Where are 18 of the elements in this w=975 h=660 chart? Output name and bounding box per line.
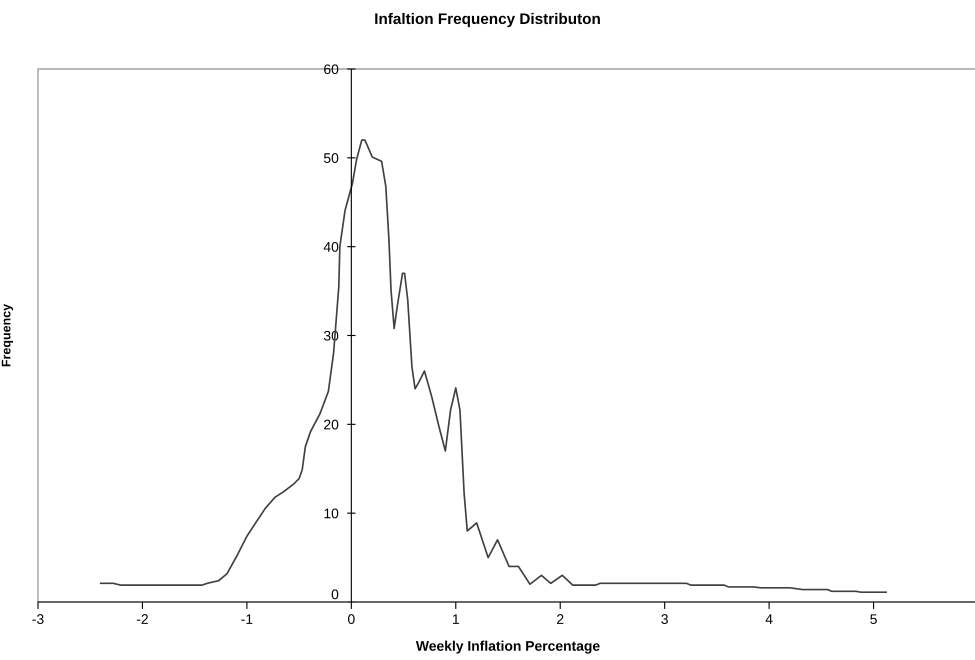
x-tick-label: -1 xyxy=(241,614,252,624)
y-tick-label: 40 xyxy=(324,242,338,252)
y-tick-label: 50 xyxy=(324,153,338,164)
y-axis-title: Frequency xyxy=(2,304,13,366)
x-tick-label: 0 xyxy=(348,614,355,624)
x-tick-label: 3 xyxy=(661,614,668,624)
chart-title: Infaltion Frequency Distributon xyxy=(375,12,600,28)
x-tick-label: 1 xyxy=(452,614,459,624)
y-tick-label: 10 xyxy=(324,508,338,518)
x-tick-label: -3 xyxy=(32,614,44,624)
x-tick-label: -2 xyxy=(136,614,148,624)
y-tick-label: 20 xyxy=(324,420,338,430)
x-tick-label: 5 xyxy=(870,614,877,624)
y-tick-label: 0 xyxy=(332,589,338,600)
x-tick-label: 2 xyxy=(557,614,564,624)
y-tick-label: 60 xyxy=(324,64,338,74)
x-axis-title: Weekly Inflation Percentage xyxy=(416,640,600,654)
x-tick-label: 4 xyxy=(766,614,773,624)
